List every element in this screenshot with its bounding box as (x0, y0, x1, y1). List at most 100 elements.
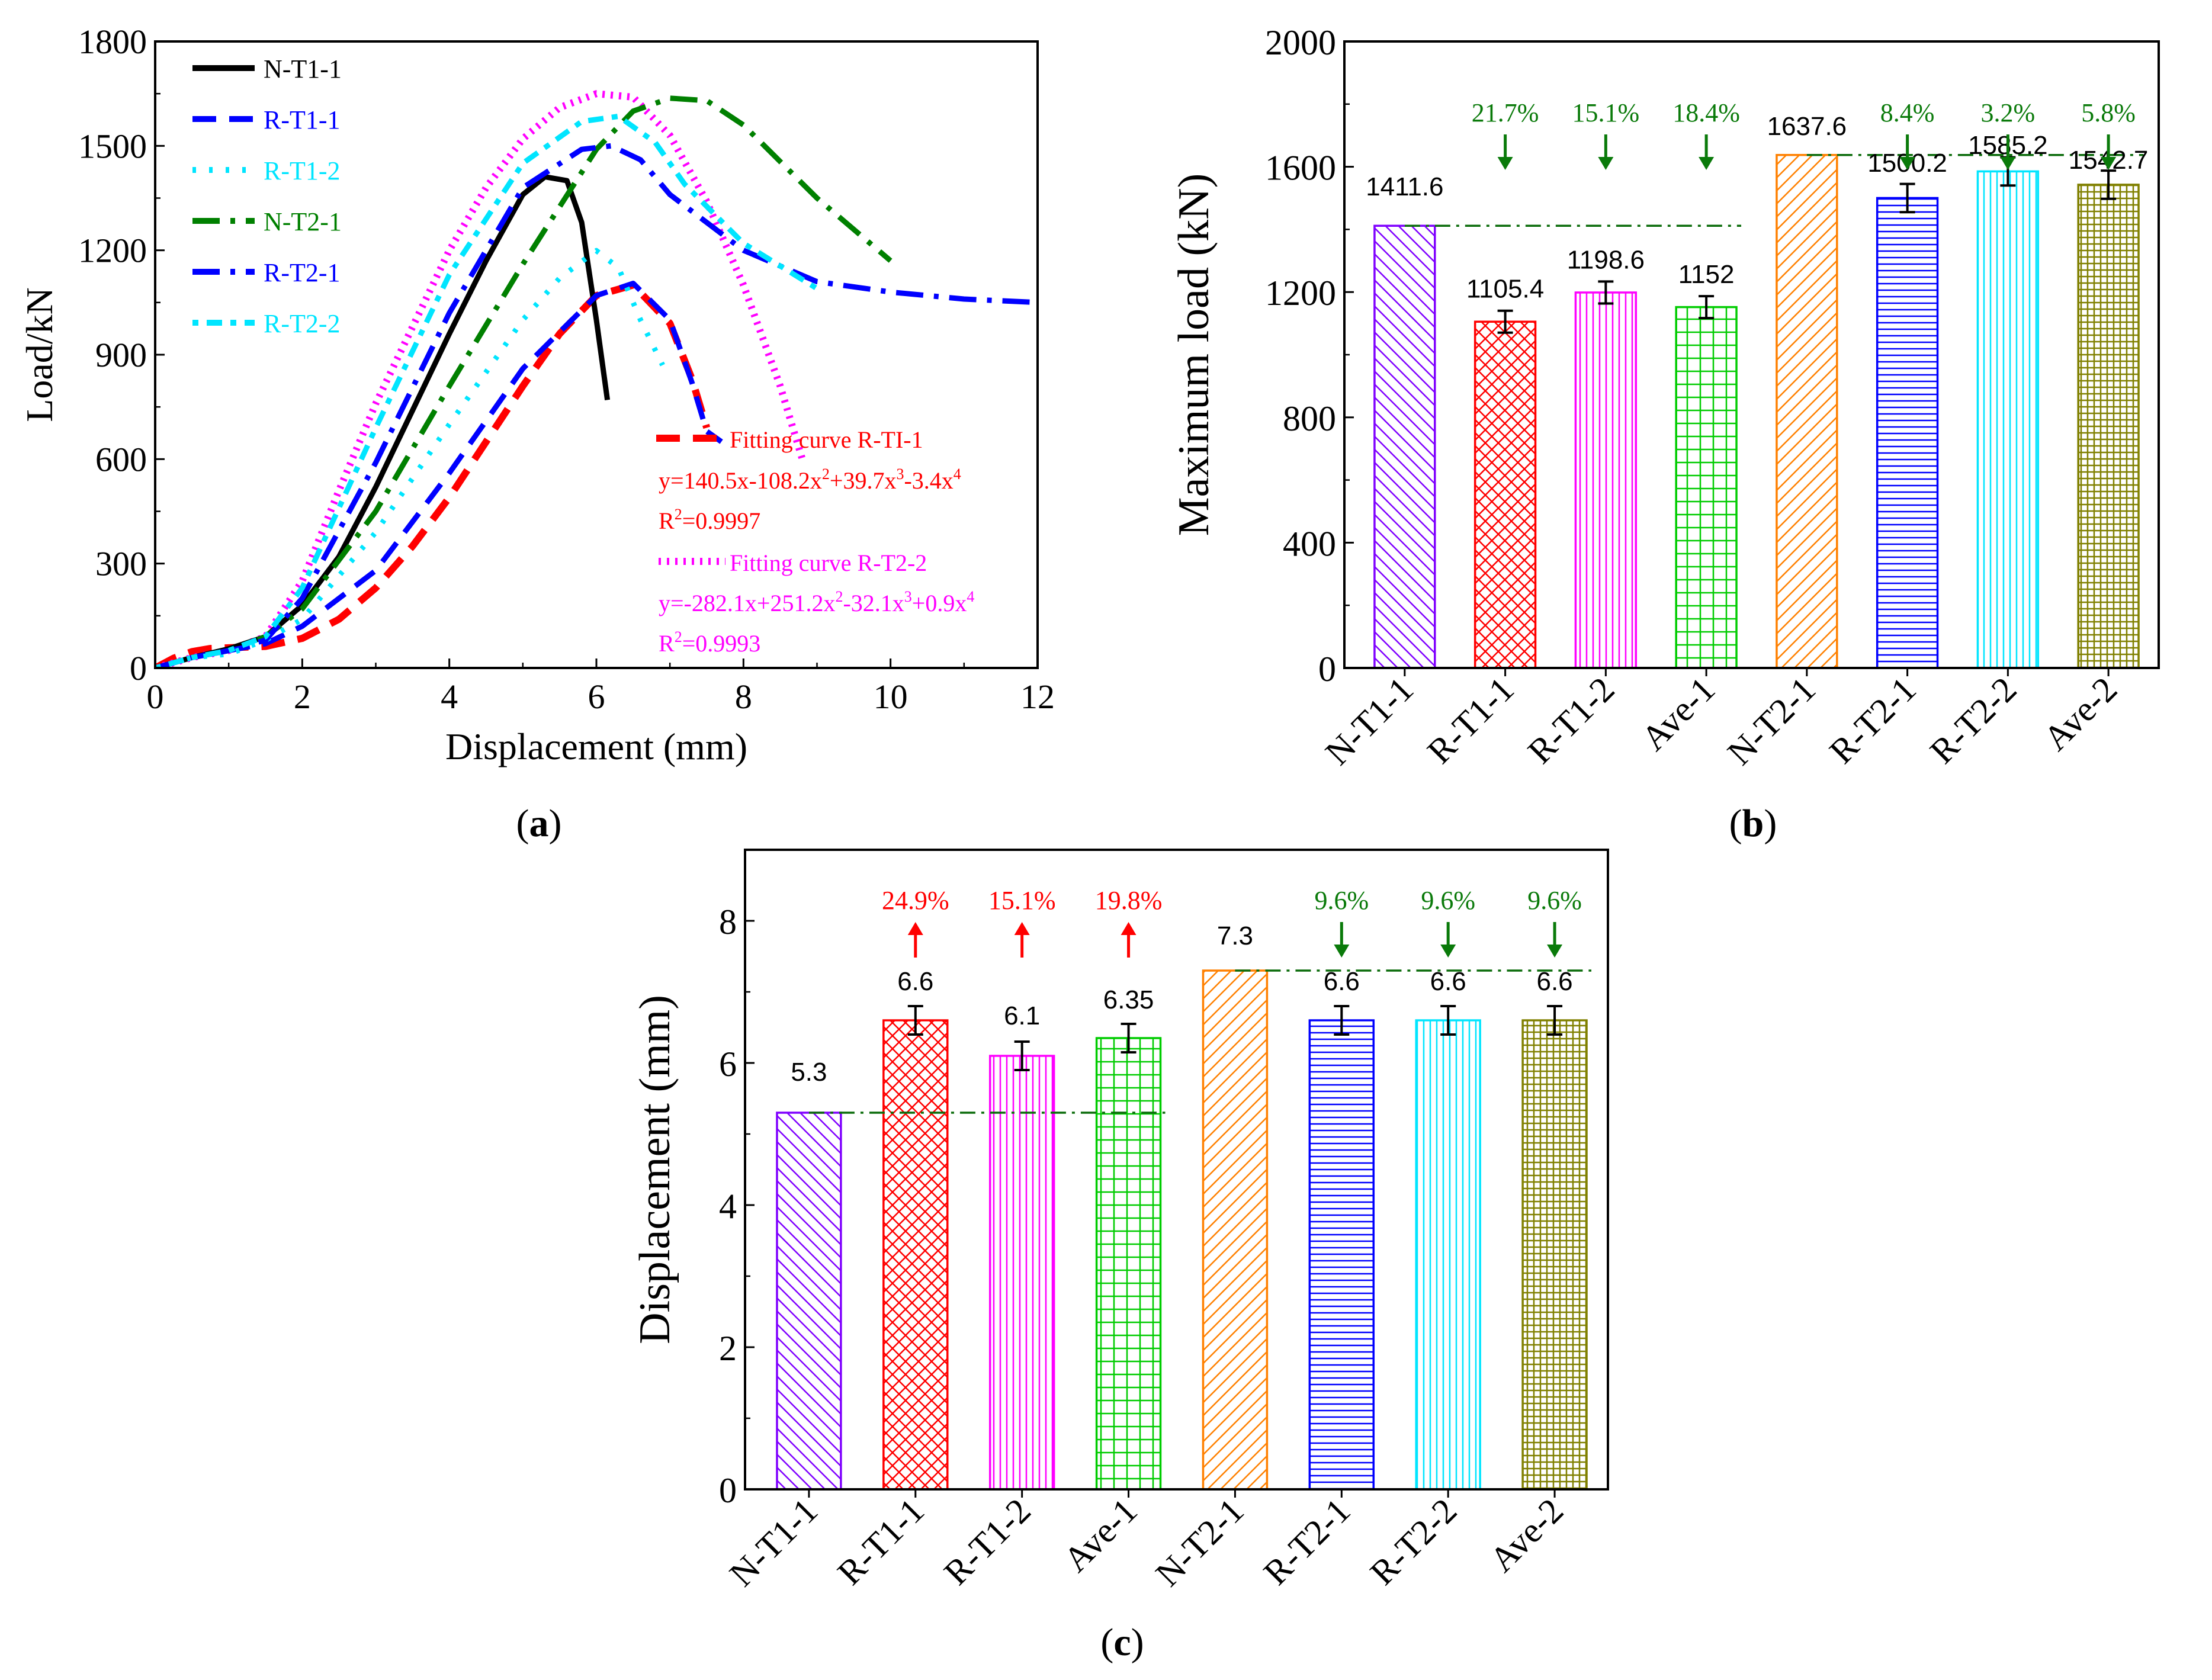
fit-r2-1: R2=0.9997 (659, 506, 760, 534)
series-line-r-t2-1 (155, 143, 1038, 668)
bar-ave-1 (1675, 306, 1738, 669)
change-label: 9.6% (1314, 886, 1369, 915)
plot-frame (154, 40, 1039, 669)
bar-ave-2 (2077, 184, 2140, 669)
bar-r-t1-2 (988, 1055, 1055, 1491)
legend-label: N-T1-1 (264, 54, 342, 83)
y-tick-label: 6 (719, 1045, 737, 1084)
data-label: 6.1 (1004, 1001, 1040, 1030)
data-label: 6.6 (1324, 967, 1360, 996)
fit-line-2 (155, 90, 806, 668)
legend-label: R-T2-1 (264, 258, 341, 287)
change-arrowhead (1121, 922, 1137, 935)
fit-line-1 (155, 281, 711, 668)
data-label: 1411.6 (1366, 172, 1443, 201)
x-tick-label: N-T2-1 (1148, 1491, 1251, 1594)
change-label: 21.7% (1472, 98, 1539, 127)
y-tick-label: 0 (719, 1471, 737, 1510)
y-axis-label: Load/kN (18, 287, 60, 422)
bar-r-t1-1 (882, 1019, 949, 1491)
fit-equation-1: y=140.5x-108.2x2+39.7x3-3.4x4 (659, 465, 961, 494)
series-line-r-t1-2 (155, 248, 665, 668)
change-arrowhead (2000, 157, 2016, 170)
y-tick-label: 400 (1283, 524, 1336, 563)
y-tick-label: 900 (95, 336, 147, 374)
change-label: 18.4% (1672, 98, 1740, 127)
plot-frame (744, 849, 1609, 1491)
change-arrowhead (1899, 157, 1915, 170)
y-tick-label: 2000 (1265, 23, 1336, 62)
x-tick-label: 0 (147, 677, 164, 716)
data-label: 7.3 (1217, 921, 1253, 950)
data-label: 6.6 (1536, 967, 1572, 996)
x-tick-label: 6 (588, 677, 605, 716)
y-tick-label: 600 (95, 440, 147, 478)
bar-n-t2-1 (1776, 153, 1838, 669)
x-tick-label: Ave-1 (1056, 1491, 1145, 1580)
change-arrowhead (1497, 157, 1513, 170)
change-label: 3.2% (1981, 98, 2036, 127)
x-tick-label: R-T2-1 (1822, 670, 1924, 772)
bar-n-t2-1 (1202, 969, 1269, 1491)
panel-b-caption: (b) (1729, 802, 1777, 845)
bar-r-t1-2 (1574, 291, 1638, 669)
fit-legend-label: Fitting curve R-TI-1 (730, 426, 923, 453)
bar-r-t2-1 (1308, 1019, 1375, 1491)
x-tick-label: R-T1-2 (1520, 670, 1622, 772)
change-label: 9.6% (1421, 886, 1475, 915)
change-label: 15.1% (988, 886, 1056, 915)
bar-r-t1-1 (1473, 320, 1537, 669)
y-axis-label: Displacement (mm) (631, 995, 679, 1344)
data-label: 1637.6 (1767, 112, 1847, 141)
panel-c-displacement-chart: 0 2 4 6 8 N-T1-1 R-T1-1 R-T1-2 Ave-1 N-T2-1 R-T2-1… (631, 849, 1609, 1664)
panel-c-caption: (c) (1100, 1621, 1144, 1664)
y-tick-label: 2 (719, 1329, 737, 1368)
change-arrowhead (907, 922, 923, 935)
x-tick-label: Ave-1 (1634, 670, 1723, 759)
y-tick-label: 1600 (1265, 149, 1336, 188)
y-tick-label: 300 (95, 545, 147, 583)
change-label: 24.9% (882, 886, 949, 915)
series-line-r-t2-2 (155, 113, 818, 668)
bar-n-t1-1 (1373, 224, 1436, 669)
y-tick-label: 0 (1318, 650, 1336, 689)
x-tick-label: Ave-2 (2036, 670, 2125, 759)
y-tick-label: 1800 (78, 23, 147, 61)
y-axis-label: Maximum load (kN) (1170, 174, 1218, 536)
y-tick-label: 800 (1283, 399, 1336, 438)
x-tick-label: R-T1-1 (830, 1491, 932, 1593)
y-tick-label: 0 (130, 649, 147, 688)
data-label: 5.3 (791, 1058, 827, 1087)
change-arrowhead (1699, 157, 1715, 170)
y-tick-label: 1500 (78, 127, 147, 165)
change-label: 5.8% (2081, 98, 2136, 127)
change-arrowhead (1598, 157, 1614, 170)
data-label: 6.6 (1430, 967, 1466, 996)
fit-equation-2: y=-282.1x+251.2x2-32.1x3+0.9x4 (659, 588, 974, 616)
x-axis-label: Displacement (mm) (445, 725, 747, 767)
change-arrowhead (2101, 157, 2117, 170)
x-tick-label: R-T1-1 (1420, 670, 1521, 772)
x-tick-label: 4 (441, 677, 458, 716)
x-tick-label: N-T2-1 (1720, 670, 1823, 773)
change-arrowhead (1547, 945, 1563, 958)
x-tick-label: 8 (735, 677, 752, 716)
data-label: 6.6 (897, 967, 933, 996)
change-label: 8.4% (1880, 98, 1935, 127)
data-label: 6.35 (1103, 985, 1154, 1014)
x-tick-label: R-T2-1 (1256, 1491, 1358, 1593)
change-label: 9.6% (1527, 886, 1582, 915)
x-tick-label: 2 (294, 677, 311, 716)
bar-r-t2-1 (1876, 197, 1939, 669)
change-label: 15.1% (1572, 98, 1640, 127)
legend-label: R-T1-2 (264, 156, 341, 185)
x-tick-label: R-T1-2 (936, 1491, 1038, 1593)
fit-legend-label: Fitting curve R-T2-2 (730, 550, 927, 576)
bar-n-t1-1 (776, 1112, 842, 1491)
x-tick-label: R-T2-2 (1922, 670, 2024, 772)
panel-a-load-displacement-chart: 0 2 4 6 8 10 12 0 300 600 900 1200 1500 1800 N-T1-1 R-T… (18, 23, 1055, 845)
bar-ave-2 (1521, 1019, 1588, 1491)
x-tick-label: N-T1-1 (722, 1491, 825, 1594)
change-arrowhead (1334, 945, 1350, 958)
